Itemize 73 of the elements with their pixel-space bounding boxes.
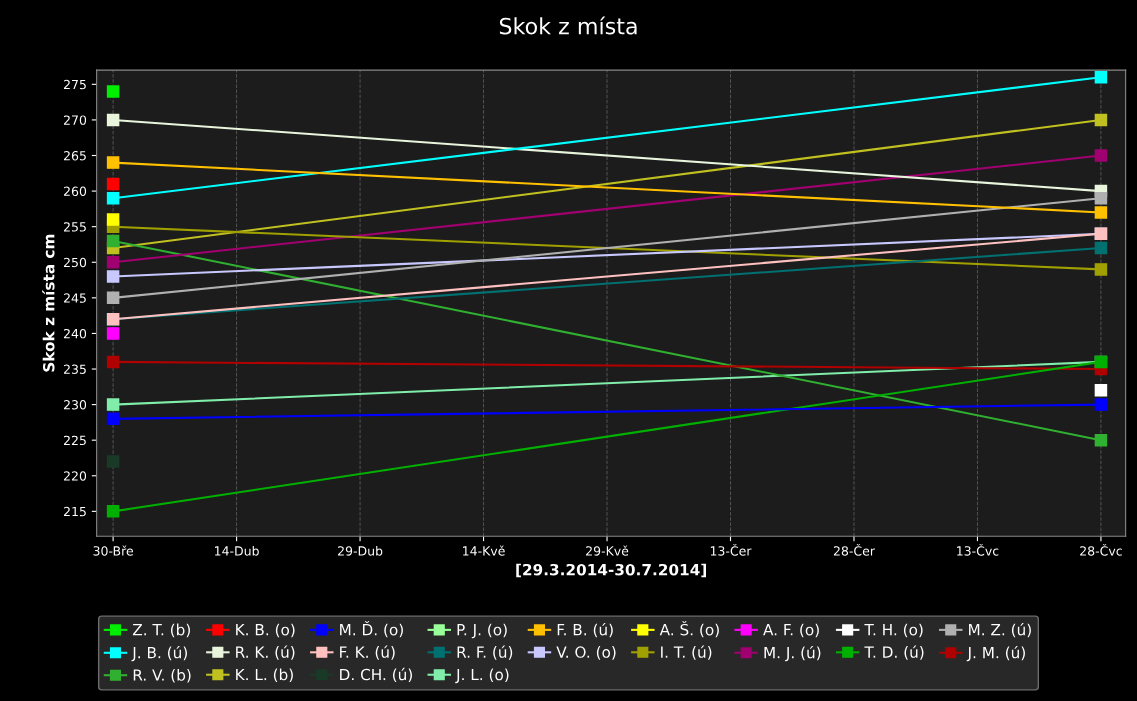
y-tick-label: 220 <box>63 471 87 481</box>
point <box>1094 191 1108 205</box>
legend-label: J. M. (ú) <box>966 645 1025 662</box>
point <box>106 455 120 468</box>
y-tick-label: 225 <box>63 435 86 446</box>
x-tick-label: 29-Dub <box>338 545 383 556</box>
x-tick-label: 29-Kvě <box>586 545 629 556</box>
legend-label: M. Z. (ú) <box>969 623 1031 638</box>
legend-label: R. K. (ú) <box>236 645 295 660</box>
x-tick-label: 13-Čer <box>710 543 752 556</box>
point <box>106 234 120 248</box>
legend-label: J. L. (o) <box>455 668 509 684</box>
y-tick-label: 235 <box>63 364 86 374</box>
y-tick-label: 240 <box>63 328 87 339</box>
y-tick-label: 255 <box>63 222 86 232</box>
point <box>1094 206 1108 219</box>
point <box>106 412 120 426</box>
legend-label: M. Ď. (o) <box>340 621 403 638</box>
legend-label: D. CH. (ú) <box>340 667 412 683</box>
y-tick-label: 270 <box>63 115 87 125</box>
point <box>106 355 120 369</box>
point <box>1094 70 1108 84</box>
x-tick-label: 30-Bře <box>93 545 133 556</box>
legend-label: R. V. (b) <box>133 668 191 683</box>
point <box>106 213 120 226</box>
legend-label: F. K. (ú) <box>340 645 395 660</box>
legend-label: F. B. (ú) <box>557 623 613 638</box>
legend-label: K. B. (o) <box>236 623 295 638</box>
x-tick-label: 28-Čvc <box>1080 543 1122 556</box>
chart-title: Skok z místa <box>499 16 637 35</box>
point <box>1094 398 1108 411</box>
legend-label: T. D. (ú) <box>864 645 924 660</box>
y-tick-label: 260 <box>63 186 87 197</box>
legend-label: Z. T. (b) <box>132 623 190 638</box>
point <box>1094 384 1108 397</box>
point <box>106 256 120 269</box>
point <box>1094 241 1108 255</box>
legend-label: V. O. (o) <box>556 646 616 660</box>
point <box>106 270 120 283</box>
y-tick-label: 265 <box>63 150 86 161</box>
x-tick-label: 14-Dub <box>215 545 259 556</box>
legend-label: R. F. (ú) <box>457 645 513 660</box>
point <box>106 327 120 340</box>
legend-label: A. F. (o) <box>763 623 819 638</box>
legend-label: M. J. (ú) <box>764 645 821 662</box>
point <box>106 156 120 169</box>
point <box>106 398 120 411</box>
point <box>1094 433 1108 447</box>
legend-label: T. H. (o) <box>864 623 923 638</box>
y-tick-label: 275 <box>63 79 86 90</box>
point <box>106 113 120 127</box>
legend-label: K. L. (b) <box>236 668 293 683</box>
y-tick-label: 230 <box>63 400 87 410</box>
legend-label: P. J. (o) <box>457 623 507 639</box>
point <box>106 191 120 205</box>
point <box>106 291 120 305</box>
legend-label: I. T. (ú) <box>661 645 712 660</box>
x-tick-label: 28-Čer <box>833 543 875 556</box>
x-tick-label: 13-Čvc <box>957 543 999 556</box>
point <box>106 505 120 518</box>
y-tick-label: 250 <box>63 257 87 268</box>
legend-label: J. B. (ú) <box>131 645 187 662</box>
point <box>1094 263 1108 276</box>
legend-label: A. Š. (o) <box>659 621 719 638</box>
point <box>1094 149 1108 162</box>
point <box>106 85 120 98</box>
y-axis-title: Skok z místa cm <box>42 234 55 372</box>
x-axis-title: [29.3.2014-30.7.2014] <box>516 563 706 578</box>
point <box>106 177 120 191</box>
x-tick-label: 14-Kvě <box>463 545 505 556</box>
y-tick-label: 215 <box>63 506 86 517</box>
y-tick-label: 245 <box>63 293 86 303</box>
point <box>1094 113 1108 127</box>
